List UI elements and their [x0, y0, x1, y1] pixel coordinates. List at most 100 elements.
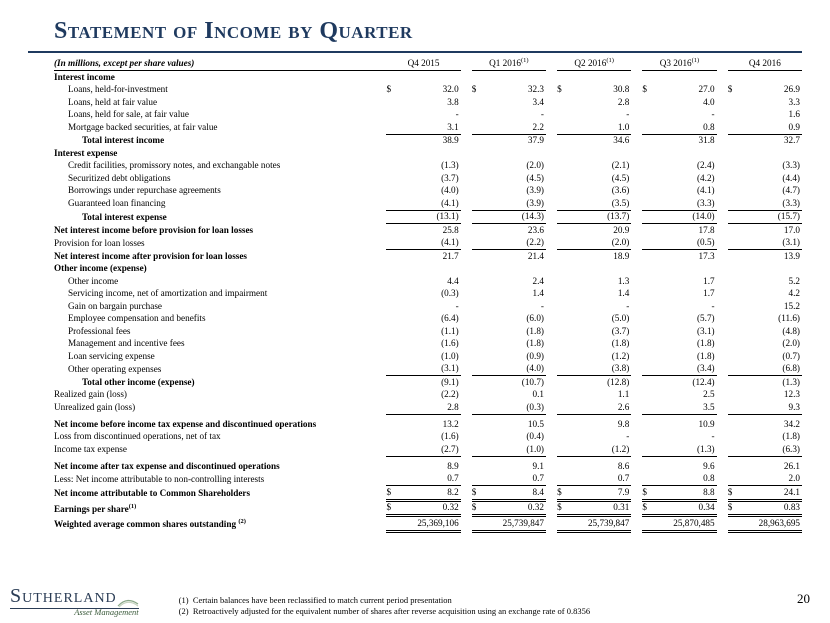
currency-symbol — [386, 300, 399, 313]
cell-value: 0.34 — [656, 500, 717, 516]
currency-symbol — [557, 376, 570, 389]
table-row: Total other income (expense)(9.1)(10.7)(… — [54, 376, 802, 389]
cell-value — [741, 71, 802, 84]
row-label: Total interest income — [54, 134, 386, 147]
cell-value: (3.1) — [400, 363, 461, 376]
cell-value: (3.9) — [485, 185, 546, 198]
cell-value: 1.4 — [570, 288, 631, 301]
table-row: Interest expense — [54, 147, 802, 160]
cell-value — [400, 147, 461, 160]
cell-value: 1.7 — [656, 288, 717, 301]
currency-symbol — [557, 389, 570, 402]
currency-symbol — [728, 376, 741, 389]
currency-symbol — [472, 376, 485, 389]
cell-value: (4.2) — [656, 172, 717, 185]
cell-value: (1.2) — [570, 350, 631, 363]
row-label: Less: Net income attributable to non-con… — [54, 473, 386, 486]
currency-symbol — [557, 210, 570, 224]
cell-value: 1.7 — [656, 275, 717, 288]
cell-value: 21.7 — [400, 250, 461, 263]
cell-value: 4.2 — [741, 288, 802, 301]
footnote-1: (1) Certain balances have been reclassif… — [179, 595, 590, 606]
cell-value: 3.1 — [400, 121, 461, 134]
currency-symbol — [472, 460, 485, 473]
cell-value — [485, 147, 546, 160]
currency-symbol — [557, 313, 570, 326]
currency-symbol — [728, 389, 741, 402]
currency-symbol — [386, 134, 399, 147]
row-label: Loans, held for sale, at fair value — [54, 109, 386, 122]
currency-symbol — [557, 224, 570, 237]
row-label: Provision for loan losses — [54, 237, 386, 250]
col-q2-2016: Q2 2016(1) — [557, 57, 631, 71]
cell-value: 37.9 — [485, 134, 546, 147]
currency-symbol — [472, 172, 485, 185]
cell-value: 18.9 — [570, 250, 631, 263]
cell-value: (2.0) — [570, 237, 631, 250]
row-label: Weighted average common shares outstandi… — [54, 516, 386, 532]
row-label: Securitized debt obligations — [54, 172, 386, 185]
currency-symbol — [386, 389, 399, 402]
table-row: Securitized debt obligations(3.7)(4.5)(4… — [54, 172, 802, 185]
cell-value: 34.2 — [741, 418, 802, 431]
currency-symbol — [472, 109, 485, 122]
table-row: Management and incentive fees(1.6)(1.8)(… — [54, 338, 802, 351]
cell-value: 1.0 — [570, 121, 631, 134]
row-label: Net interest income after provision for … — [54, 250, 386, 263]
currency-symbol — [642, 197, 655, 210]
row-label: Total other income (expense) — [54, 376, 386, 389]
currency-symbol — [472, 401, 485, 414]
table-row: Net income before income tax expense and… — [54, 418, 802, 431]
cell-value: (3.1) — [656, 325, 717, 338]
cell-value: - — [656, 300, 717, 313]
currency-symbol — [642, 376, 655, 389]
table-row: Loans, held-for-investment$32.0$32.3$30.… — [54, 84, 802, 97]
currency-symbol — [642, 389, 655, 402]
table-row: Borrowings under repurchase agreements(4… — [54, 185, 802, 198]
currency-symbol — [557, 109, 570, 122]
currency-symbol — [472, 197, 485, 210]
cell-value: (3.5) — [570, 197, 631, 210]
cell-value: 5.2 — [741, 275, 802, 288]
cell-value: (9.1) — [400, 376, 461, 389]
table-row: Loans, held at fair value3.83.42.84.03.3 — [54, 96, 802, 109]
currency-symbol — [386, 147, 399, 160]
row-label: Credit facilities, promissory notes, and… — [54, 160, 386, 173]
currency-symbol — [728, 300, 741, 313]
cell-value: 25,739,847 — [570, 516, 631, 532]
cell-value: 32.7 — [741, 134, 802, 147]
cell-value: 4.4 — [400, 275, 461, 288]
currency-symbol — [472, 325, 485, 338]
table-row: Other income4.42.41.31.75.2 — [54, 275, 802, 288]
currency-symbol — [642, 172, 655, 185]
table-row: Professional fees(1.1)(1.8)(3.7)(3.1)(4.… — [54, 325, 802, 338]
currency-symbol — [642, 300, 655, 313]
table-row: Less: Net income attributable to non-con… — [54, 473, 802, 486]
cell-value: (2.4) — [656, 160, 717, 173]
currency-symbol — [386, 350, 399, 363]
cell-value: (2.1) — [570, 160, 631, 173]
cell-value: (1.8) — [741, 431, 802, 444]
currency-symbol: $ — [642, 84, 655, 97]
cell-value: (10.7) — [485, 376, 546, 389]
cell-value: (1.0) — [400, 350, 461, 363]
currency-symbol — [557, 134, 570, 147]
cell-value: 1.1 — [570, 389, 631, 402]
currency-symbol — [728, 134, 741, 147]
currency-symbol — [386, 401, 399, 414]
currency-symbol — [642, 263, 655, 276]
row-label: Total interest expense — [54, 210, 386, 224]
cell-value: 1.3 — [570, 275, 631, 288]
cell-value: (4.8) — [741, 325, 802, 338]
cell-value: 38.9 — [400, 134, 461, 147]
currency-symbol — [557, 431, 570, 444]
currency-symbol — [557, 350, 570, 363]
cell-value: (1.6) — [400, 431, 461, 444]
currency-symbol: $ — [472, 500, 485, 516]
cell-value: (2.7) — [400, 443, 461, 456]
cell-value: 3.3 — [741, 96, 802, 109]
currency-symbol — [728, 71, 741, 84]
row-label: Servicing income, net of amortization an… — [54, 288, 386, 301]
currency-symbol — [557, 263, 570, 276]
cell-value: 0.7 — [400, 473, 461, 486]
